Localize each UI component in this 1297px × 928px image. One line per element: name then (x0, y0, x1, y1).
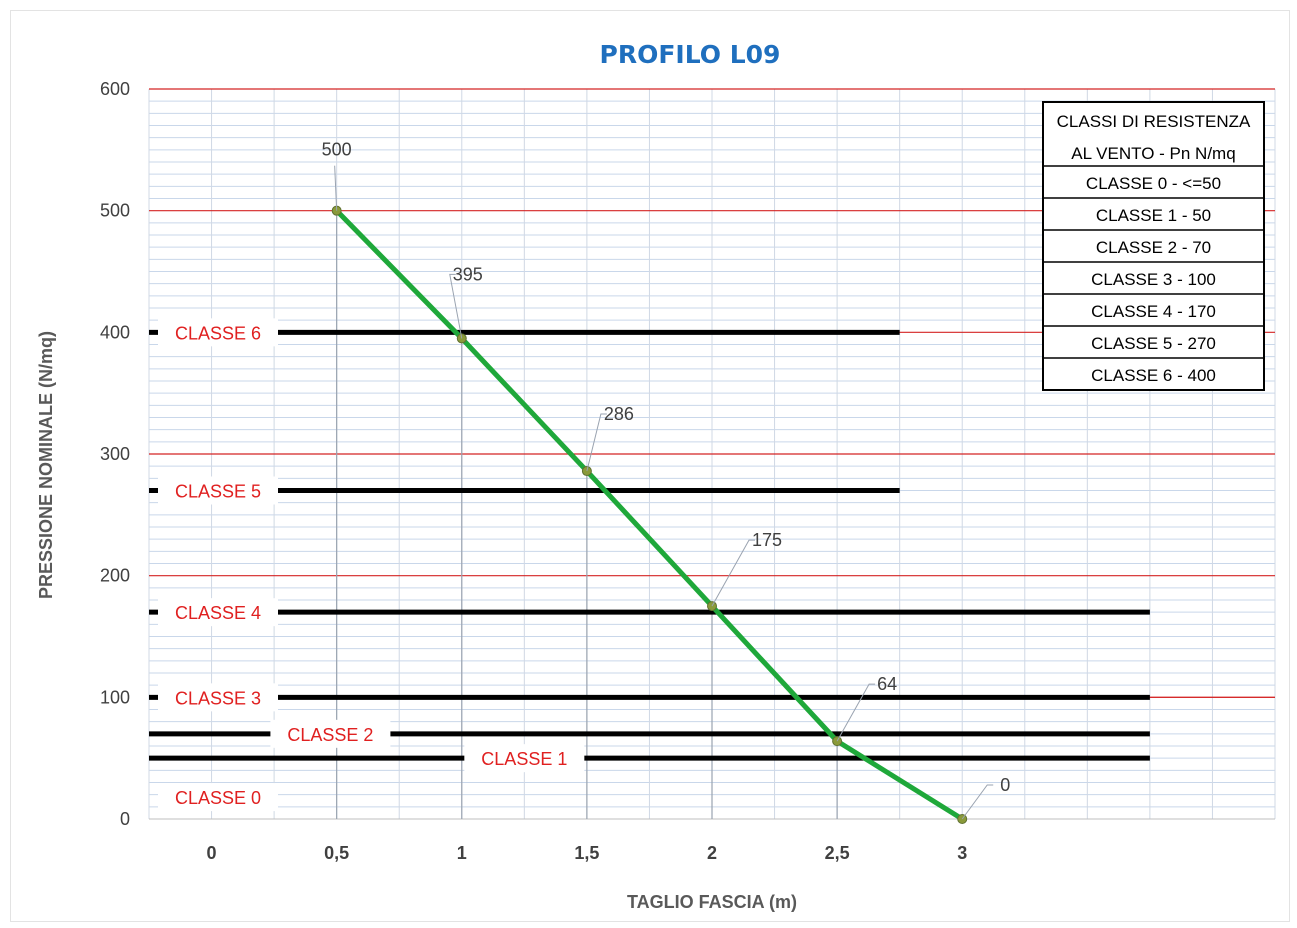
legend-entry: CLASSE 2 - 70 (1096, 238, 1211, 257)
class-label: CLASSE 1 (481, 749, 567, 769)
class-label-background (270, 719, 391, 748)
axis-ticks: 0 100 200 300 400 500 600 0 0,5 1 1,5 2 2,5 3 (100, 79, 967, 863)
class-label: CLASSE 6 (175, 323, 261, 343)
series-line (334, 208, 965, 822)
data-label: 64 (877, 674, 897, 694)
legend-entry: CLASSE 6 - 400 (1091, 366, 1216, 385)
legend-box (1042, 101, 1265, 391)
legend-entry: CLASSE 4 - 170 (1091, 302, 1216, 321)
x-axis-label: TAGLIO FASCIA (m) (627, 892, 797, 912)
class-label-background (464, 744, 585, 773)
y-tick-label: 0 (120, 809, 130, 829)
leader-line (711, 539, 755, 607)
class-label: CLASSE 2 (287, 725, 373, 745)
legend-title: AL VENTO - Pn N/mq (1071, 144, 1235, 163)
class-label: CLASSE 4 (175, 603, 261, 623)
class-label-background (158, 783, 278, 812)
y-tick-label: 500 (100, 201, 130, 221)
x-tick-label: 1,5 (574, 843, 599, 863)
y-tick-label: 200 (100, 566, 130, 586)
legend-title: CLASSI DI RESISTENZA (1057, 112, 1251, 131)
leader-line (334, 165, 338, 211)
y-tick-label: 600 (100, 79, 130, 99)
data-label: 0 (1000, 775, 1010, 795)
y-axis-label: PRESSIONE NOMINALE (N/mq) (36, 331, 56, 599)
data-label: 286 (604, 404, 634, 424)
data-labels: 500 395 286 175 64 0 (322, 140, 1010, 820)
class-label-background (158, 476, 278, 505)
x-tick-label: 2 (707, 843, 717, 863)
drop-lines (336, 210, 838, 819)
class-label: CLASSE 0 (175, 788, 261, 808)
class-label: CLASSE 3 (175, 688, 261, 708)
leader-line (449, 273, 463, 339)
data-label: 175 (752, 530, 782, 550)
x-tick-label: 0 (207, 843, 217, 863)
leader-line (586, 413, 607, 472)
legend-entry: CLASSE 5 - 270 (1091, 334, 1216, 353)
x-tick-label: 0,5 (324, 843, 349, 863)
x-tick-label: 2,5 (825, 843, 850, 863)
leader-line (961, 784, 994, 820)
legend-entry: CLASSE 0 - <=50 (1086, 174, 1221, 193)
y-tick-label: 100 (100, 687, 130, 707)
legend-entry: CLASSE 1 - 50 (1096, 206, 1211, 225)
data-label: 500 (322, 140, 352, 160)
y-tick-label: 300 (100, 444, 130, 464)
class-label-background (158, 683, 278, 712)
chart-title: PROFILO L09 (600, 40, 781, 69)
leader-line (836, 683, 876, 742)
x-tick-label: 1 (457, 843, 467, 863)
class-lines: CLASSE 6 CLASSE 5 CLASSE 4 CLASSE 3 CLASSE 2… (149, 318, 1150, 812)
data-label: 395 (453, 264, 483, 284)
class-label-background (158, 598, 278, 627)
x-tick-label: 3 (957, 843, 967, 863)
class-label-background (158, 318, 278, 347)
class-label: CLASSE 5 (175, 482, 261, 502)
y-tick-label: 400 (100, 322, 130, 342)
legend: CLASSI DI RESISTENZA AL VENTO - Pn N/mq CL… (1042, 101, 1265, 391)
legend-entry: CLASSE 3 - 100 (1091, 270, 1216, 289)
